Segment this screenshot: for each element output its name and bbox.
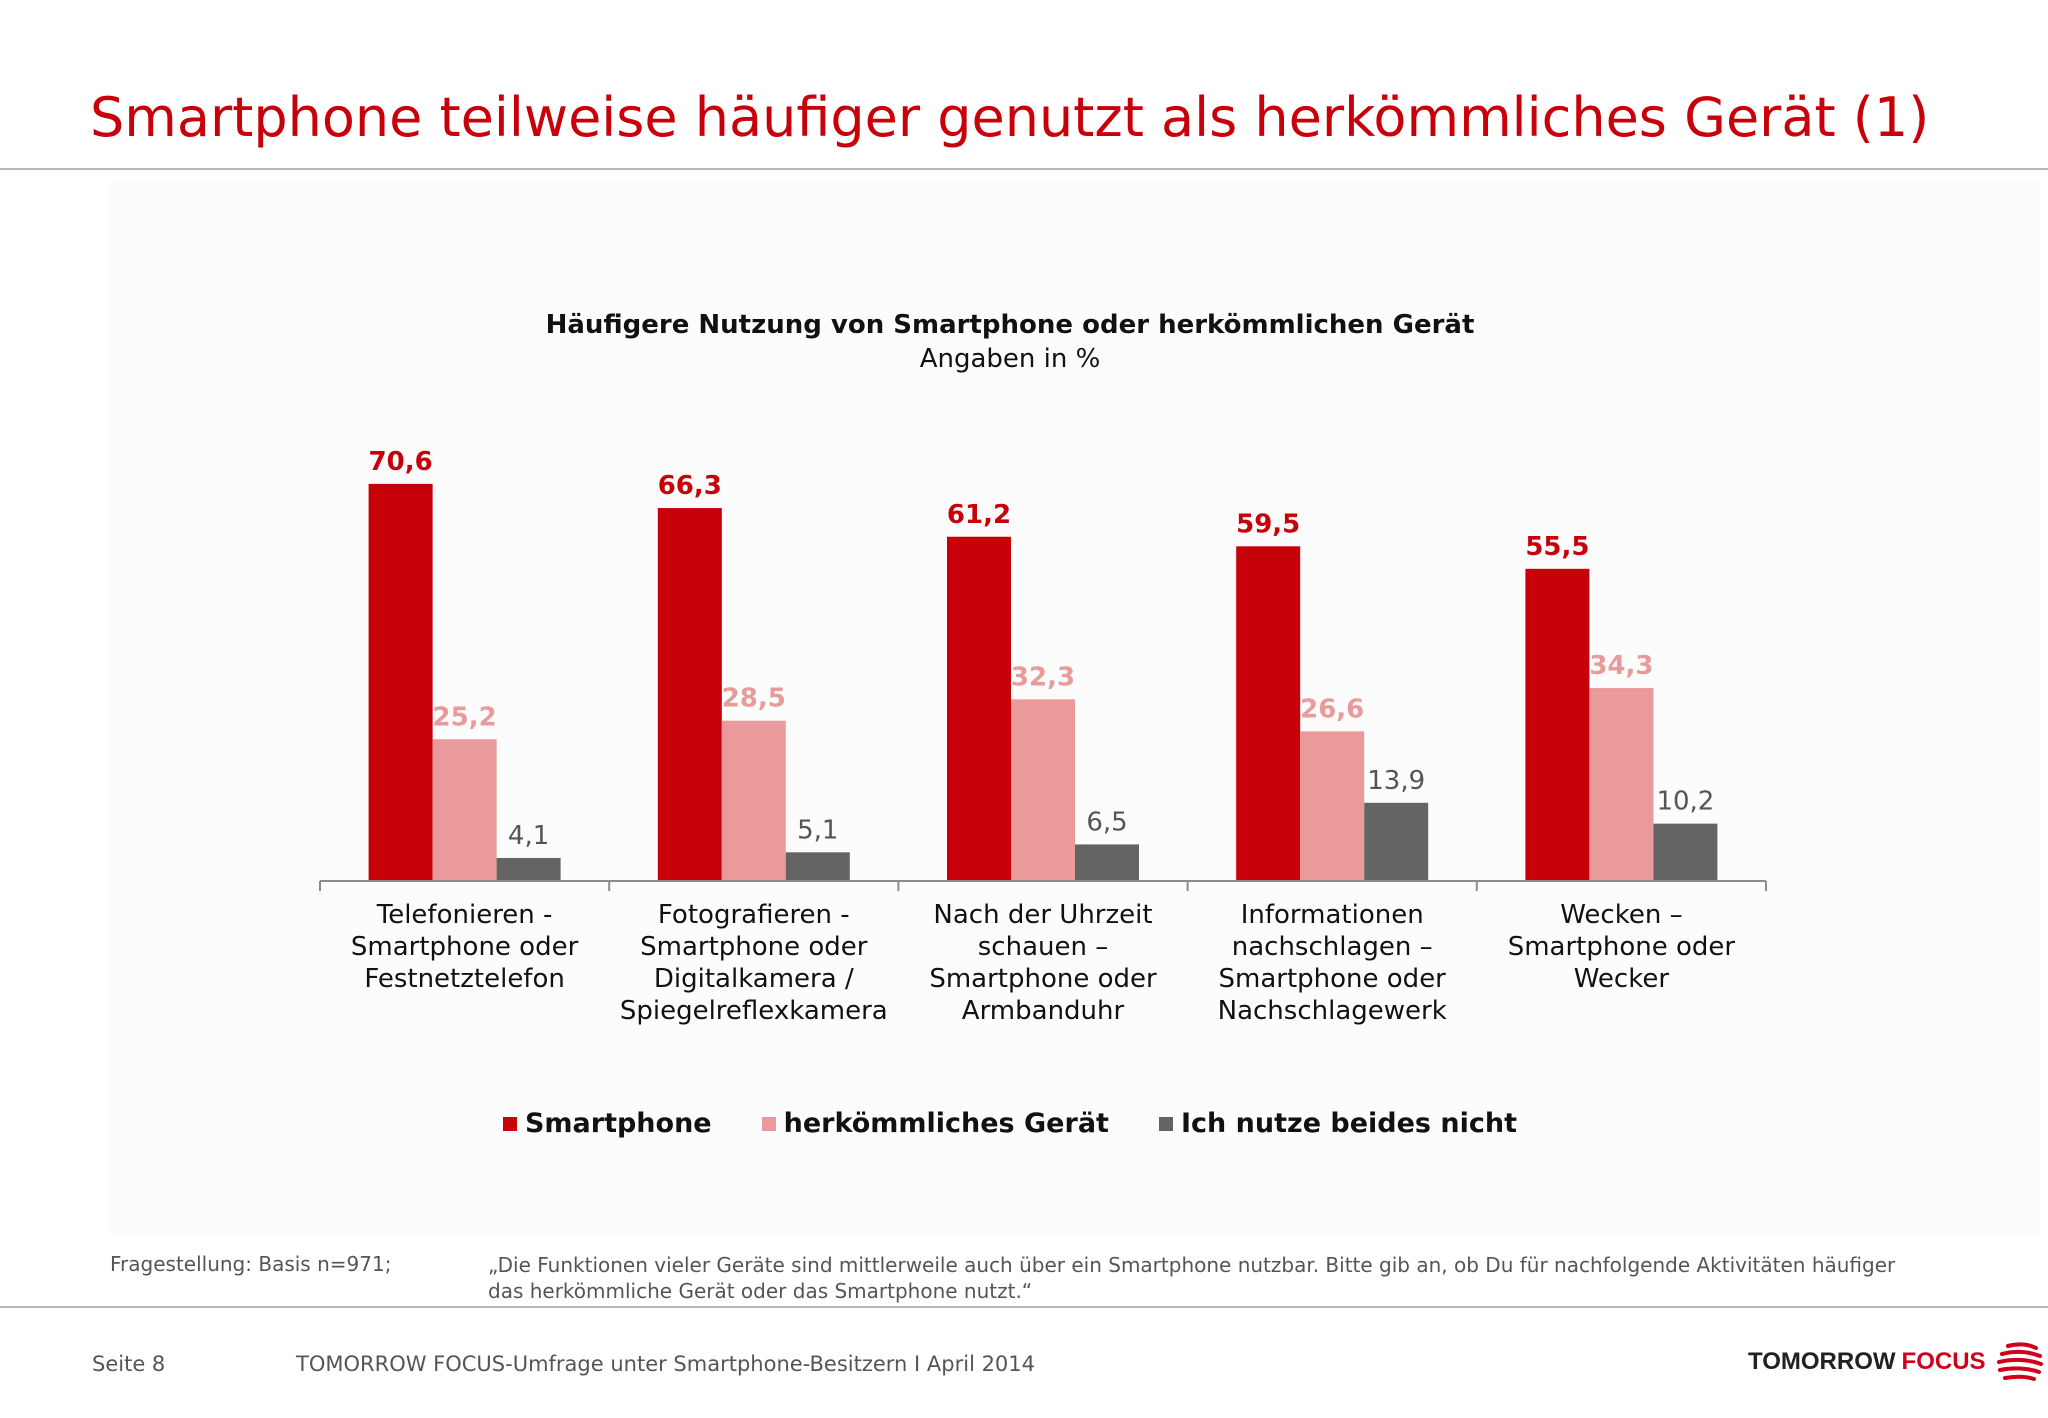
bar xyxy=(721,720,786,881)
data-label: 32,3 xyxy=(1011,662,1075,692)
logo-text-tomorrow: TOMORROW xyxy=(1748,1348,1896,1375)
legend-item-conventional-device: herkömmliches Gerät xyxy=(761,1108,1109,1139)
legend-label-conventional-device: herkömmliches Gerät xyxy=(783,1108,1109,1139)
category-label: Informationen nachschlagen – Smartphone od… xyxy=(1218,900,1447,1026)
bar xyxy=(1300,731,1365,881)
data-label: 5,1 xyxy=(797,815,838,845)
bar xyxy=(1364,802,1429,881)
data-label: 4,1 xyxy=(508,821,549,851)
logo-sphere-icon xyxy=(1996,1342,2043,1381)
data-label: 28,5 xyxy=(722,684,786,714)
legend-swatch-smartphone xyxy=(502,1116,517,1131)
data-label: 55,5 xyxy=(1525,532,1589,562)
legend-item-neither: Ich nutze beides nicht xyxy=(1158,1108,1518,1139)
data-label: 61,2 xyxy=(947,500,1011,530)
footer-divider xyxy=(0,1306,2048,1308)
legend-label-neither: Ich nutze beides nicht xyxy=(1180,1108,1518,1139)
data-label: 26,6 xyxy=(1300,694,1364,724)
bar xyxy=(657,508,722,881)
data-label: 66,3 xyxy=(658,471,722,501)
category-label: Fotografieren -Smartphone oder Digitalkam… xyxy=(620,900,888,1026)
bar xyxy=(496,857,561,881)
data-label: 13,9 xyxy=(1367,766,1425,796)
legend-swatch-conventional-device xyxy=(761,1116,776,1131)
data-label: 34,3 xyxy=(1589,651,1653,681)
chart-legend: Smartphone herkömmliches Gerät Ich nutze… xyxy=(0,1108,2020,1139)
bar xyxy=(1589,688,1654,881)
legend-item-smartphone: Smartphone xyxy=(502,1108,712,1139)
bar xyxy=(1011,699,1075,881)
data-label: 10,2 xyxy=(1656,787,1714,817)
bar xyxy=(1236,546,1301,881)
bar xyxy=(785,852,850,881)
bar xyxy=(1525,568,1590,881)
page-title: Smartphone teilweise häufiger genutzt al… xyxy=(90,86,1930,149)
category-label: Nach der Uhrzeit schauen – Smartphone oder… xyxy=(929,900,1157,1026)
chart-title: Häufigere Nutzung von Smartphone oder he… xyxy=(545,310,1475,340)
page-number: Seite 8 xyxy=(92,1352,166,1376)
chart-subtitle: Angaben in % xyxy=(919,344,1101,374)
company-logo: TOMORROW FOCUS xyxy=(1748,1340,2044,1384)
bar xyxy=(368,483,433,881)
footnote-question: „Die Funktionen vieler Geräte sind mittl… xyxy=(488,1253,1896,1303)
logo-text-focus: FOCUS xyxy=(1901,1348,1986,1375)
data-label: 70,6 xyxy=(369,447,433,477)
bar xyxy=(1075,844,1139,881)
bar xyxy=(1653,823,1718,881)
data-label: 59,5 xyxy=(1236,509,1300,539)
footer-source: TOMORROW FOCUS-Umfrage unter Smartphone-… xyxy=(296,1352,1036,1376)
title-divider xyxy=(0,168,2048,170)
category-label: Wecken – Smartphone oder Wecker xyxy=(1508,900,1736,994)
legend-label-smartphone: Smartphone xyxy=(524,1108,712,1139)
bar xyxy=(432,739,497,881)
data-label: 25,2 xyxy=(433,702,497,732)
data-label: 6,5 xyxy=(1086,807,1127,837)
footnote-label: Fragestellung: Basis n=971; xyxy=(110,1252,392,1276)
bar xyxy=(947,536,1011,881)
legend-swatch-neither xyxy=(1158,1116,1173,1131)
category-label: Telefonieren -Smartphone oder Festnetztel… xyxy=(351,900,579,994)
